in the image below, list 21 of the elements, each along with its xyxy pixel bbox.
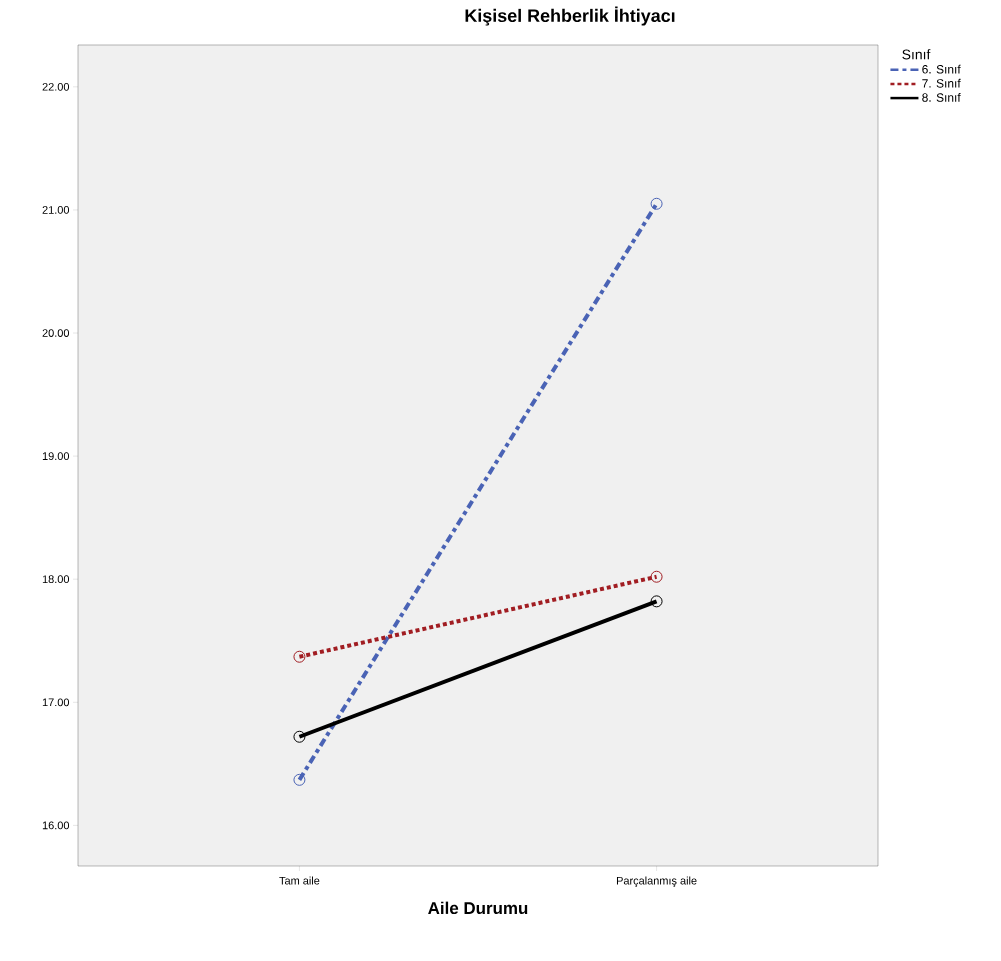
y-tick-label: 20.00 (42, 329, 70, 337)
x-tick-label: Parçalanmış aile (616, 876, 697, 887)
y-tick-label: 19.00 (42, 452, 70, 460)
point (293, 730, 306, 743)
legend-label: 7. Sınıf (922, 78, 961, 88)
point (650, 197, 663, 210)
y-tick-label: 21.00 (42, 206, 70, 214)
legend-label: 6. Sınıf (922, 64, 961, 74)
legend-label: 8. Sınıf (922, 93, 961, 102)
chart-title: Kişisel Rehberlik İhtiyacı (465, 6, 675, 26)
y-tick-label: 17.00 (42, 698, 70, 707)
x-tick-label: Tam aile (279, 876, 320, 885)
point (650, 595, 663, 608)
y-tick-label: 18.00 (42, 575, 70, 584)
y-tick-label: 16.00 (42, 821, 70, 830)
y-tick-label: 22.00 (42, 82, 70, 91)
point (293, 650, 306, 663)
point (650, 570, 663, 583)
x-axis-title: Aile Durumu (428, 901, 528, 915)
point (293, 773, 306, 786)
legend-title: Sınıf (902, 49, 931, 60)
